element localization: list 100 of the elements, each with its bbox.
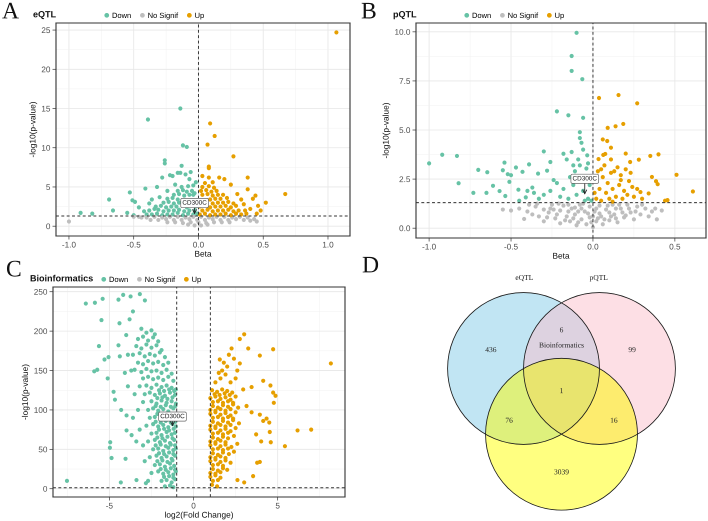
text: B <box>362 2 376 18</box>
y-tick-label: 5.0 <box>399 127 410 134</box>
point <box>674 172 679 177</box>
point <box>596 96 602 100</box>
chart-title: pQTL <box>394 11 416 20</box>
point <box>248 218 252 223</box>
point <box>594 196 598 201</box>
point <box>66 219 72 224</box>
x-tick-label: -1.0 <box>422 244 436 250</box>
y-axis-title: -log10(p-value) <box>29 102 38 158</box>
chart-title: Bioinformatics <box>30 274 93 282</box>
x-tick-label: -5 <box>106 502 113 509</box>
point <box>636 158 641 162</box>
point <box>656 182 660 186</box>
y-tick-label: 5 <box>46 184 50 190</box>
y-tick-label: 0.0 <box>399 225 410 232</box>
y-tick-label: 25 <box>42 27 50 34</box>
point <box>144 215 149 220</box>
y-tick-label: 7.5 <box>399 78 410 84</box>
point <box>602 163 606 168</box>
x-tick-label: 5 <box>276 502 280 509</box>
point <box>606 180 610 186</box>
point <box>628 170 633 175</box>
point <box>148 218 153 222</box>
x-tick-label: 0.0 <box>588 244 598 250</box>
point <box>212 220 216 224</box>
point <box>165 220 170 224</box>
point <box>610 186 615 191</box>
x-tick-label: -0.5 <box>127 242 140 248</box>
point <box>638 190 643 194</box>
point <box>600 137 605 142</box>
point <box>187 217 192 222</box>
point <box>156 218 160 222</box>
point <box>614 194 618 199</box>
y-tick-label: 0 <box>43 486 48 492</box>
point <box>227 220 232 224</box>
x-axis-title: log2(Fold Change) <box>165 512 233 520</box>
x-tick-label: 0.0 <box>193 242 204 248</box>
point <box>635 101 640 106</box>
point <box>613 124 618 128</box>
point <box>596 169 600 174</box>
point <box>624 151 628 156</box>
point <box>624 167 628 172</box>
point <box>635 186 640 191</box>
x-tick-label: 0.5 <box>669 244 680 250</box>
point <box>646 191 651 196</box>
point <box>600 175 605 180</box>
point <box>252 217 256 222</box>
point <box>246 215 250 220</box>
point <box>625 192 630 197</box>
y-tick-label: 150 <box>34 368 48 374</box>
text: C <box>6 260 20 277</box>
point <box>650 174 654 180</box>
point <box>192 223 197 228</box>
point <box>632 194 636 199</box>
point <box>220 220 224 224</box>
point <box>605 138 610 144</box>
point <box>606 126 610 130</box>
point <box>180 220 186 226</box>
x-tick-label: -1.0 <box>62 242 76 248</box>
point <box>242 218 246 222</box>
point <box>626 178 632 184</box>
point <box>173 220 178 224</box>
point <box>608 146 614 150</box>
point <box>620 196 625 201</box>
point <box>608 157 614 162</box>
point <box>599 198 604 203</box>
point <box>618 178 623 182</box>
y-axis-title: -log10(p-value) <box>382 102 390 158</box>
point <box>630 184 634 190</box>
x-axis-title: Beta <box>553 252 570 259</box>
y-tick-label: 10.0 <box>395 29 410 35</box>
x-tick-label: -0.5 <box>504 244 518 250</box>
point <box>690 189 695 194</box>
y-tick-label: 200 <box>34 328 48 334</box>
point <box>656 152 661 156</box>
point <box>628 160 632 164</box>
point <box>234 217 238 222</box>
point <box>607 196 612 201</box>
point <box>617 182 622 188</box>
x-axis-title: Beta <box>195 250 212 257</box>
point <box>198 223 204 228</box>
y-tick-label: 15 <box>42 106 50 112</box>
point <box>596 156 601 162</box>
point <box>648 154 652 158</box>
point <box>599 167 604 172</box>
point <box>662 198 668 203</box>
x-tick-label: 1.0 <box>322 242 334 248</box>
point <box>254 219 259 224</box>
point <box>180 218 184 222</box>
y-axis-title: -log10(p-value) <box>22 364 30 420</box>
x-tick-label: 0 <box>192 502 196 509</box>
y-tick-label: 100 <box>34 407 48 413</box>
y-tick-label: 250 <box>34 288 48 295</box>
point <box>160 215 164 220</box>
text: A <box>2 2 19 18</box>
y-tick-label: 0 <box>46 223 50 230</box>
point <box>186 222 190 227</box>
y-tick-label: 50 <box>38 446 48 452</box>
point <box>604 190 608 195</box>
